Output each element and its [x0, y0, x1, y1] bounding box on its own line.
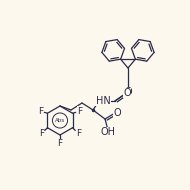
Text: F: F: [38, 107, 43, 116]
Text: O: O: [113, 108, 121, 118]
Text: O: O: [124, 87, 132, 97]
Text: OH: OH: [101, 127, 116, 137]
Text: F: F: [76, 129, 81, 138]
Text: F: F: [77, 107, 82, 116]
Text: HN: HN: [96, 96, 110, 106]
Text: O: O: [123, 88, 131, 98]
Text: F: F: [39, 129, 44, 138]
Text: F: F: [57, 139, 63, 149]
Text: Abs: Abs: [55, 118, 65, 123]
